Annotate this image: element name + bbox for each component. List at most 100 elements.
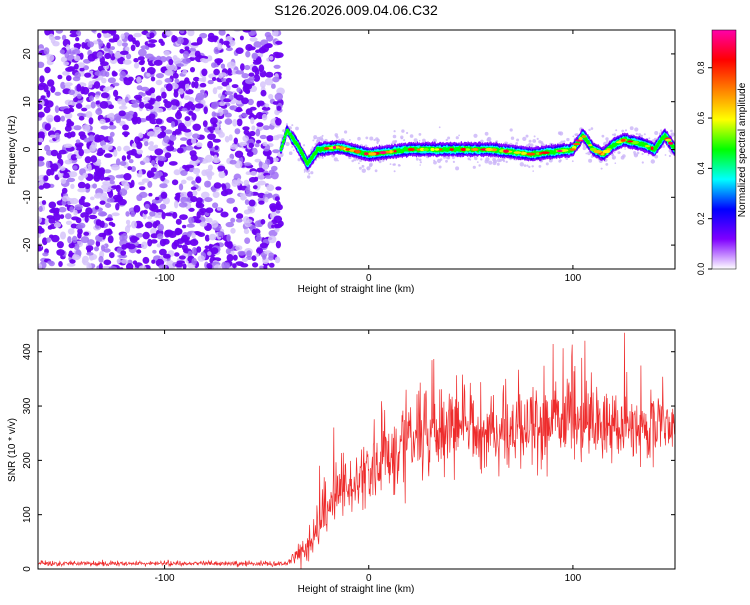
signal-halo [310,171,314,175]
noise-speckle [44,144,51,152]
noise-speckle [248,199,256,207]
noise-speckle [252,185,258,190]
noise-speckle [149,32,155,39]
noise-speckle [174,252,180,257]
noise-speckle [251,125,256,131]
signal-halo [469,158,472,161]
noise-speckle [82,202,91,208]
signal-halo [349,139,351,141]
signal-hotspot [644,145,651,148]
noise-speckle [105,203,112,208]
noise-speckle [108,221,114,226]
noise-speckle [138,48,147,57]
signal-hotspot [668,141,674,145]
noise-speckle [94,134,101,142]
noise-speckle [64,99,73,106]
noise-speckle [187,101,194,108]
noise-speckle [228,94,234,101]
noise-speckle [260,81,266,88]
signal-halo [633,153,639,158]
signal-halo [621,129,625,133]
noise-speckle [147,180,153,188]
noise-speckle [250,170,257,176]
noise-speckle [244,190,254,197]
noise-speckle [148,113,156,120]
signal-halo [532,139,537,143]
noise-speckle [131,143,137,148]
noise-speckle [44,123,51,131]
noise-speckle [178,88,185,95]
signal-halo [588,128,591,132]
noise-speckle [174,195,180,201]
snr-y-tick-label: 200 [22,452,33,469]
signal-halo [565,157,569,160]
noise-speckle [237,250,246,256]
noise-speckle [253,176,259,182]
noise-speckle [163,50,170,56]
signal-halo [624,148,626,150]
noise-speckle [38,205,43,212]
noise-speckle [38,263,43,269]
noise-speckle [64,159,73,165]
noise-speckle [120,250,127,256]
signal-halo [373,138,376,142]
signal-halo [321,156,324,159]
signal-halo [538,165,542,168]
noise-speckle [60,231,66,240]
noise-speckle [196,197,203,204]
signal-halo [422,138,426,143]
noise-speckle [118,254,128,259]
noise-speckle [207,140,214,149]
signal-halo [629,126,634,131]
noise-speckle [195,142,203,148]
noise-speckle [257,180,266,186]
noise-speckle [88,214,98,220]
noise-speckle [272,76,280,83]
noise-speckle [131,99,140,105]
noise-speckle [102,188,111,193]
noise-speckle [98,263,103,269]
noise-speckle [199,32,208,39]
noise-speckle [112,82,120,87]
noise-speckle [190,186,197,191]
noise-speckle [235,70,245,75]
noise-speckle [170,121,176,128]
noise-speckle [264,103,270,108]
noise-speckle [101,30,109,34]
signal-halo [324,138,328,143]
signal-halo [528,165,531,169]
noise-speckle [80,236,90,244]
noise-speckle [42,182,51,189]
noise-speckle [96,151,104,157]
signal-halo [418,158,422,162]
noise-speckle [103,32,112,38]
noise-speckle [67,236,72,244]
noise-speckle [85,245,94,252]
noise-speckle [103,259,112,266]
noise-speckle [171,179,179,186]
signal-halo [654,131,659,135]
signal-hotspot [650,146,654,151]
spectrogram-x-tick-label: -100 [155,273,175,284]
signal-halo [452,160,455,163]
noise-speckle [147,43,156,48]
noise-speckle [106,30,116,34]
noise-speckle [123,132,129,138]
noise-speckle [136,85,143,91]
noise-speckle [207,126,216,131]
signal-halo [620,155,625,160]
noise-speckle [46,237,51,243]
signal-hotspot [589,147,597,152]
noise-speckle [225,47,233,52]
noise-speckle [82,172,88,178]
signal-halo [438,126,441,129]
signal-halo [344,130,348,134]
signal-halo [365,136,369,140]
signal-halo [605,163,609,166]
signal-halo [392,134,397,139]
noise-speckle [242,126,250,131]
signal-halo [648,137,651,140]
noise-speckle [184,145,194,151]
noise-speckle [65,213,72,220]
noise-speckle [265,71,274,78]
